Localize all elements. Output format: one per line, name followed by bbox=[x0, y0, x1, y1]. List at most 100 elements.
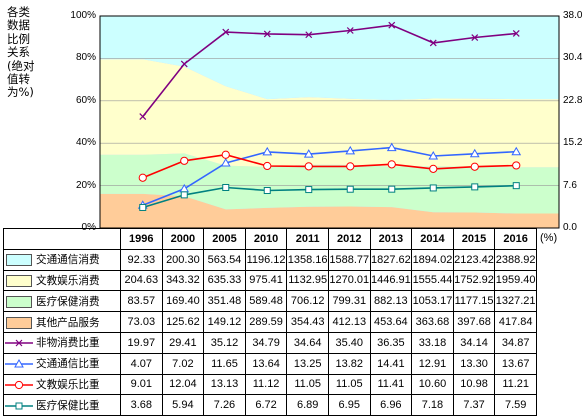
table-cell: 73.03 bbox=[120, 311, 163, 333]
table-cell: 14.41 bbox=[369, 352, 413, 375]
table-cell: 10.60 bbox=[411, 373, 454, 396]
table-cell: 1446.91 bbox=[369, 269, 413, 292]
point-nonmaterial bbox=[388, 21, 396, 29]
point-nonmaterial bbox=[471, 34, 479, 41]
table-cell: 7.26 bbox=[203, 394, 246, 416]
table-cell: 1894.02 bbox=[411, 248, 454, 271]
point-transport bbox=[345, 145, 356, 155]
table-cell: 11.05 bbox=[286, 373, 329, 396]
table-cell: 1555.44 bbox=[411, 269, 454, 292]
table-cell: 397.68 bbox=[452, 311, 496, 333]
table-cell: 1327.21 bbox=[494, 290, 537, 313]
table-cell: 34.87 bbox=[494, 331, 537, 354]
table-cell: 351.48 bbox=[203, 290, 246, 313]
table-cell: 204.63 bbox=[120, 269, 163, 292]
table-cell: 7.02 bbox=[161, 352, 205, 375]
legend-swatch bbox=[6, 254, 32, 267]
point-culture bbox=[304, 162, 313, 171]
table-cell: 12.04 bbox=[161, 373, 205, 396]
table-cell: 13.30 bbox=[452, 352, 496, 375]
table-cell: 29.41 bbox=[161, 331, 205, 354]
table-cell: 1827.62 bbox=[369, 248, 413, 271]
table-cell: 1752.92 bbox=[452, 269, 496, 292]
point-nonmaterial bbox=[263, 30, 271, 38]
point-transport bbox=[511, 146, 522, 156]
series-name: 医疗保健比重 bbox=[36, 399, 100, 412]
year-header: 1996 bbox=[120, 228, 163, 250]
year-header: 2014 bbox=[411, 228, 454, 250]
point-medical bbox=[429, 184, 437, 192]
table-row: 文教娱乐比重 9.01 12.04 13.13 11.12 11.05 11.05 11.41… bbox=[3, 373, 537, 396]
row-label: 文教娱乐消费 bbox=[3, 269, 121, 292]
year-header: 2016 bbox=[494, 228, 537, 250]
table-cell: 7.37 bbox=[452, 394, 496, 416]
table-cell: 149.12 bbox=[203, 311, 246, 333]
data-table: 1996 2000 2005 2010 2011 2012 2013 2014 2015 2016… bbox=[3, 228, 537, 416]
table-cell: 635.33 bbox=[203, 269, 246, 292]
table-cell: 13.13 bbox=[203, 373, 246, 396]
point-medical bbox=[305, 186, 313, 194]
year-header: 2011 bbox=[286, 228, 329, 250]
point-culture bbox=[138, 173, 147, 182]
table-cell: 1959.40 bbox=[494, 269, 537, 292]
row-label: 交通通信消费 bbox=[3, 248, 121, 271]
year-header: 2015 bbox=[452, 228, 496, 250]
left-axis-title: 各类 数据 比例 关系 (绝对 值转 为%) bbox=[7, 5, 35, 100]
year-header: 2010 bbox=[244, 228, 288, 250]
row-label: 交通通信比重 bbox=[3, 352, 121, 375]
table-cell: 5.94 bbox=[161, 394, 205, 416]
point-transport bbox=[303, 149, 314, 158]
line-culture bbox=[142, 153, 517, 179]
legend-marker bbox=[14, 359, 24, 368]
row-label: 医疗保健比重 bbox=[3, 394, 121, 416]
legend-line-key bbox=[5, 339, 33, 347]
point-transport bbox=[220, 157, 231, 167]
series-name: 交通通信消费 bbox=[36, 254, 100, 267]
plot-frame bbox=[99, 15, 560, 229]
table-cell: 354.43 bbox=[286, 311, 329, 333]
table-cell: 6.95 bbox=[327, 394, 371, 416]
table-cell: 1358.16 bbox=[286, 248, 329, 271]
point-medical bbox=[346, 185, 354, 193]
row-label: 非物消费比重 bbox=[3, 331, 121, 354]
table-cell: 289.59 bbox=[244, 311, 288, 333]
point-transport bbox=[469, 148, 480, 158]
table-header: 1996 2000 2005 2010 2011 2012 2013 2014 2015 2016 bbox=[3, 228, 537, 250]
right-tick-label: 0.0 bbox=[563, 222, 577, 233]
point-medical bbox=[180, 191, 188, 199]
table-cell: 34.64 bbox=[286, 331, 329, 354]
series-name: 非物消费比重 bbox=[36, 337, 100, 350]
point-transport bbox=[262, 146, 273, 156]
table-row: 文教娱乐消费 204.63 343.32 635.33 975.41 1132.95 127… bbox=[3, 269, 537, 292]
point-culture bbox=[470, 162, 479, 171]
legend-line-key bbox=[5, 359, 33, 368]
point-culture bbox=[221, 150, 230, 159]
left-tick-label: 20% bbox=[75, 179, 96, 191]
table-row: 医疗保健比重 3.68 5.94 7.26 6.72 6.89 6.95 6.96 7.18 7.… bbox=[3, 394, 537, 416]
year-header: 2012 bbox=[327, 228, 371, 250]
legend-swatch bbox=[6, 295, 32, 308]
right-tick-label: 38.0 bbox=[563, 10, 583, 21]
line-medical bbox=[142, 184, 517, 209]
table-cell: 13.67 bbox=[494, 352, 537, 375]
row-label: 医疗保健消费 bbox=[3, 290, 121, 313]
table-cell: 4.07 bbox=[120, 352, 163, 375]
table-cell: 7.59 bbox=[494, 394, 537, 416]
table-cell: 343.32 bbox=[161, 269, 205, 292]
table-cell: 19.97 bbox=[120, 331, 163, 354]
table-cell: 10.98 bbox=[452, 373, 496, 396]
table-cell: 12.91 bbox=[411, 352, 454, 375]
legend-marker bbox=[14, 380, 24, 390]
table-cell: 882.13 bbox=[369, 290, 413, 313]
table-cell: 36.35 bbox=[369, 331, 413, 354]
point-nonmaterial bbox=[222, 28, 230, 36]
table-cell: 92.33 bbox=[120, 248, 163, 271]
point-culture bbox=[429, 164, 438, 173]
point-medical bbox=[512, 182, 520, 190]
point-medical bbox=[222, 183, 230, 191]
table-cell: 35.12 bbox=[203, 331, 246, 354]
table-cell: 799.31 bbox=[327, 290, 371, 313]
table-row: 交通通信比重 4.07 7.02 11.65 13.64 13.25 13.82 14.41 1… bbox=[3, 352, 537, 375]
point-culture bbox=[346, 162, 355, 171]
table-cell: 2123.42 bbox=[452, 248, 496, 271]
